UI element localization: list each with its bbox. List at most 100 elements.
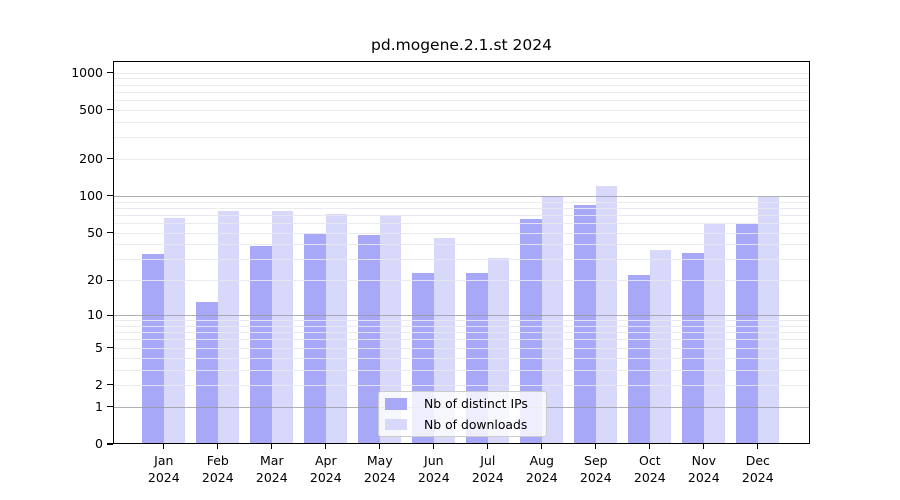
minor-gridline: [113, 369, 810, 371]
bar-downloads-feb: [217, 210, 240, 444]
legend: Nb of distinct IPs Nb of downloads: [378, 391, 547, 437]
minor-gridline: [113, 137, 810, 139]
y-tick-label: 1000: [71, 64, 103, 80]
minor-gridline: [113, 325, 810, 327]
minor-gridline: [113, 100, 810, 101]
bar-distinct-ips-jan: [142, 254, 164, 444]
y-tick-label: 200: [79, 150, 103, 166]
x-tick-label: May 2024: [363, 453, 396, 485]
x-tick: [541, 444, 543, 449]
legend-swatch-downloads: [385, 418, 407, 430]
bar-downloads-mar: [271, 211, 294, 444]
x-tick-label: Oct 2024: [633, 453, 666, 485]
x-tick: [163, 444, 165, 449]
bar-downloads-nov: [703, 223, 726, 444]
y-tick-label: 5: [95, 339, 103, 355]
x-tick: [757, 444, 759, 449]
y-tick: [107, 158, 113, 160]
spine-bottom: [113, 442, 810, 444]
y-tick: [107, 314, 113, 316]
minor-gridline: [113, 347, 810, 349]
y-tick-label: 50: [87, 224, 103, 240]
x-tick-label: Dec 2024: [741, 453, 774, 485]
minor-gridline: [113, 78, 810, 80]
minor-gridline: [113, 357, 810, 359]
x-tick-label: Feb 2024: [201, 453, 234, 485]
x-tick: [271, 444, 273, 449]
minor-gridline: [113, 121, 810, 123]
y-tick: [107, 109, 113, 111]
minor-gridline: [113, 280, 810, 282]
plot-area: [113, 61, 810, 444]
minor-gridline: [113, 158, 810, 160]
minor-gridline: [113, 259, 810, 261]
x-tick: [487, 444, 489, 449]
y-tick-label: 500: [79, 101, 103, 117]
y-tick: [107, 443, 113, 445]
y-tick-label: 2: [95, 376, 103, 392]
x-tick: [595, 444, 597, 449]
legend-row-downloads: Nb of downloads: [385, 417, 538, 433]
y-tick: [107, 347, 113, 349]
minor-gridline: [113, 339, 810, 341]
bar-distinct-ips-sep: [574, 204, 596, 444]
bar-downloads-oct: [649, 249, 672, 444]
spine-right: [808, 61, 810, 444]
spine-top: [113, 61, 810, 63]
minor-gridline: [113, 320, 810, 322]
y-tick: [107, 384, 113, 386]
y-tick: [107, 72, 113, 74]
x-tick-label: Jun 2024: [417, 453, 450, 485]
minor-gridline: [113, 214, 810, 216]
bar-downloads-jan: [163, 217, 186, 444]
y-tick: [107, 195, 113, 197]
x-tick-label: Jul 2024: [471, 453, 504, 485]
y-tick-label: 0: [95, 436, 103, 451]
minor-gridline: [113, 207, 810, 209]
y-tick-label: 10: [87, 307, 103, 323]
bar-downloads-apr: [325, 214, 348, 444]
y-tick: [107, 232, 113, 234]
minor-gridline: [113, 223, 810, 224]
x-tick: [703, 444, 705, 449]
spine-left: [113, 61, 115, 444]
bar-downloads-may: [379, 216, 402, 444]
minor-gridline: [113, 109, 810, 111]
legend-swatch-distinct-ips: [385, 398, 407, 410]
major-gridline: [113, 315, 810, 317]
x-tick-label: Sep 2024: [579, 453, 612, 485]
y-tick: [107, 406, 113, 408]
x-tick: [217, 444, 219, 449]
bar-distinct-ips-feb: [196, 302, 218, 444]
x-tick-label: Mar 2024: [255, 453, 288, 485]
bar-distinct-ips-oct: [628, 275, 650, 444]
x-tick: [649, 444, 651, 449]
minor-gridline: [113, 91, 810, 93]
minor-gridline: [113, 84, 810, 86]
minor-gridline: [113, 244, 810, 246]
minor-gridline: [113, 332, 810, 334]
legend-label: Nb of distinct IPs: [424, 396, 528, 412]
y-tick: [107, 279, 113, 281]
x-tick-label: Nov 2024: [687, 453, 720, 485]
legend-row-distinct-ips: Nb of distinct IPs: [385, 396, 538, 412]
bar-distinct-ips-apr: [304, 233, 326, 444]
x-tick-label: Apr 2024: [309, 453, 342, 485]
y-tick-label: 1: [95, 398, 103, 414]
chart-title: pd.mogene.2.1.st 2024: [371, 36, 552, 54]
bar-distinct-ips-aug: [520, 218, 542, 444]
x-tick: [433, 444, 435, 449]
x-tick: [379, 444, 381, 449]
legend-label: Nb of downloads: [424, 416, 528, 432]
bar-distinct-ips-dec: [736, 223, 758, 444]
y-tick-label: 100: [79, 187, 103, 203]
x-tick-label: Aug 2024: [525, 453, 558, 485]
minor-gridline: [113, 384, 810, 386]
minor-gridline: [113, 201, 810, 203]
bar-distinct-ips-mar: [250, 245, 272, 444]
minor-gridline: [113, 232, 810, 234]
x-tick-label: Jan 2024: [147, 453, 180, 485]
x-tick: [325, 444, 327, 449]
y-tick-label: 20: [87, 272, 103, 288]
